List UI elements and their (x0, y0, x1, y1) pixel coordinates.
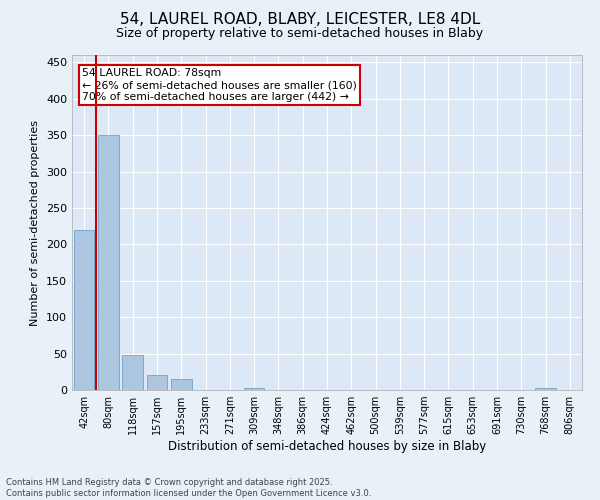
Bar (244, 388, 265, 390)
Bar (122, 355, 143, 390)
Bar (171, 379, 191, 390)
Bar (535, 388, 556, 390)
Text: 54 LAUREL ROAD: 78sqm
← 26% of semi-detached houses are smaller (160)
70% of sem: 54 LAUREL ROAD: 78sqm ← 26% of semi-deta… (82, 68, 357, 102)
X-axis label: Distribution of semi-detached houses by size in Blaby: Distribution of semi-detached houses by … (168, 440, 486, 453)
Bar (74, 230, 94, 390)
Text: 54, LAUREL ROAD, BLABY, LEICESTER, LE8 4DL: 54, LAUREL ROAD, BLABY, LEICESTER, LE8 4… (120, 12, 480, 28)
Bar (98, 135, 119, 390)
Bar (146, 376, 167, 390)
Text: Contains HM Land Registry data © Crown copyright and database right 2025.
Contai: Contains HM Land Registry data © Crown c… (6, 478, 371, 498)
Y-axis label: Number of semi-detached properties: Number of semi-detached properties (31, 120, 40, 326)
Text: Size of property relative to semi-detached houses in Blaby: Size of property relative to semi-detach… (116, 28, 484, 40)
